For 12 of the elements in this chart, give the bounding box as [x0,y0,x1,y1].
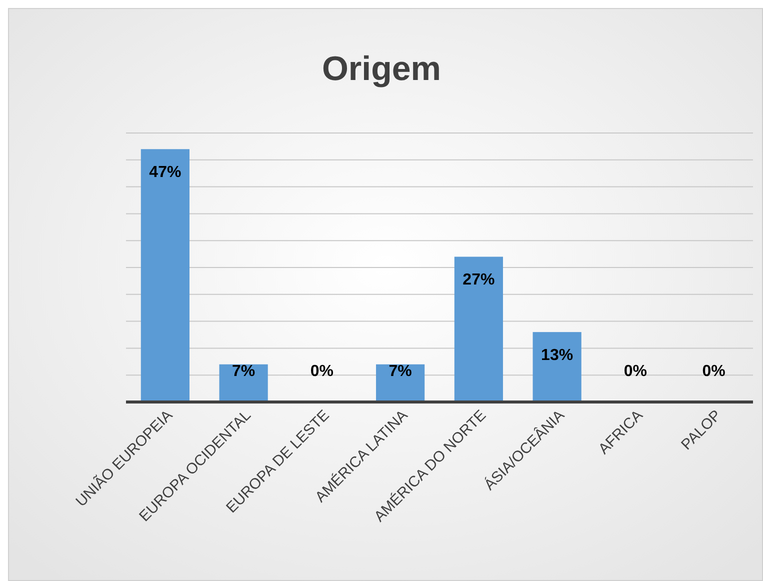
data-label: 27% [462,272,495,289]
data-label: 0% [310,363,334,380]
chart-title: Origem [322,50,442,88]
data-label: 47% [149,164,182,182]
data-label: 7% [388,363,412,380]
bar [140,149,190,402]
data-label: 0% [702,363,726,380]
data-label: 0% [624,363,647,380]
bar [454,256,503,402]
data-label: 7% [232,363,256,380]
bar [532,332,582,402]
data-label: 13% [541,347,574,364]
